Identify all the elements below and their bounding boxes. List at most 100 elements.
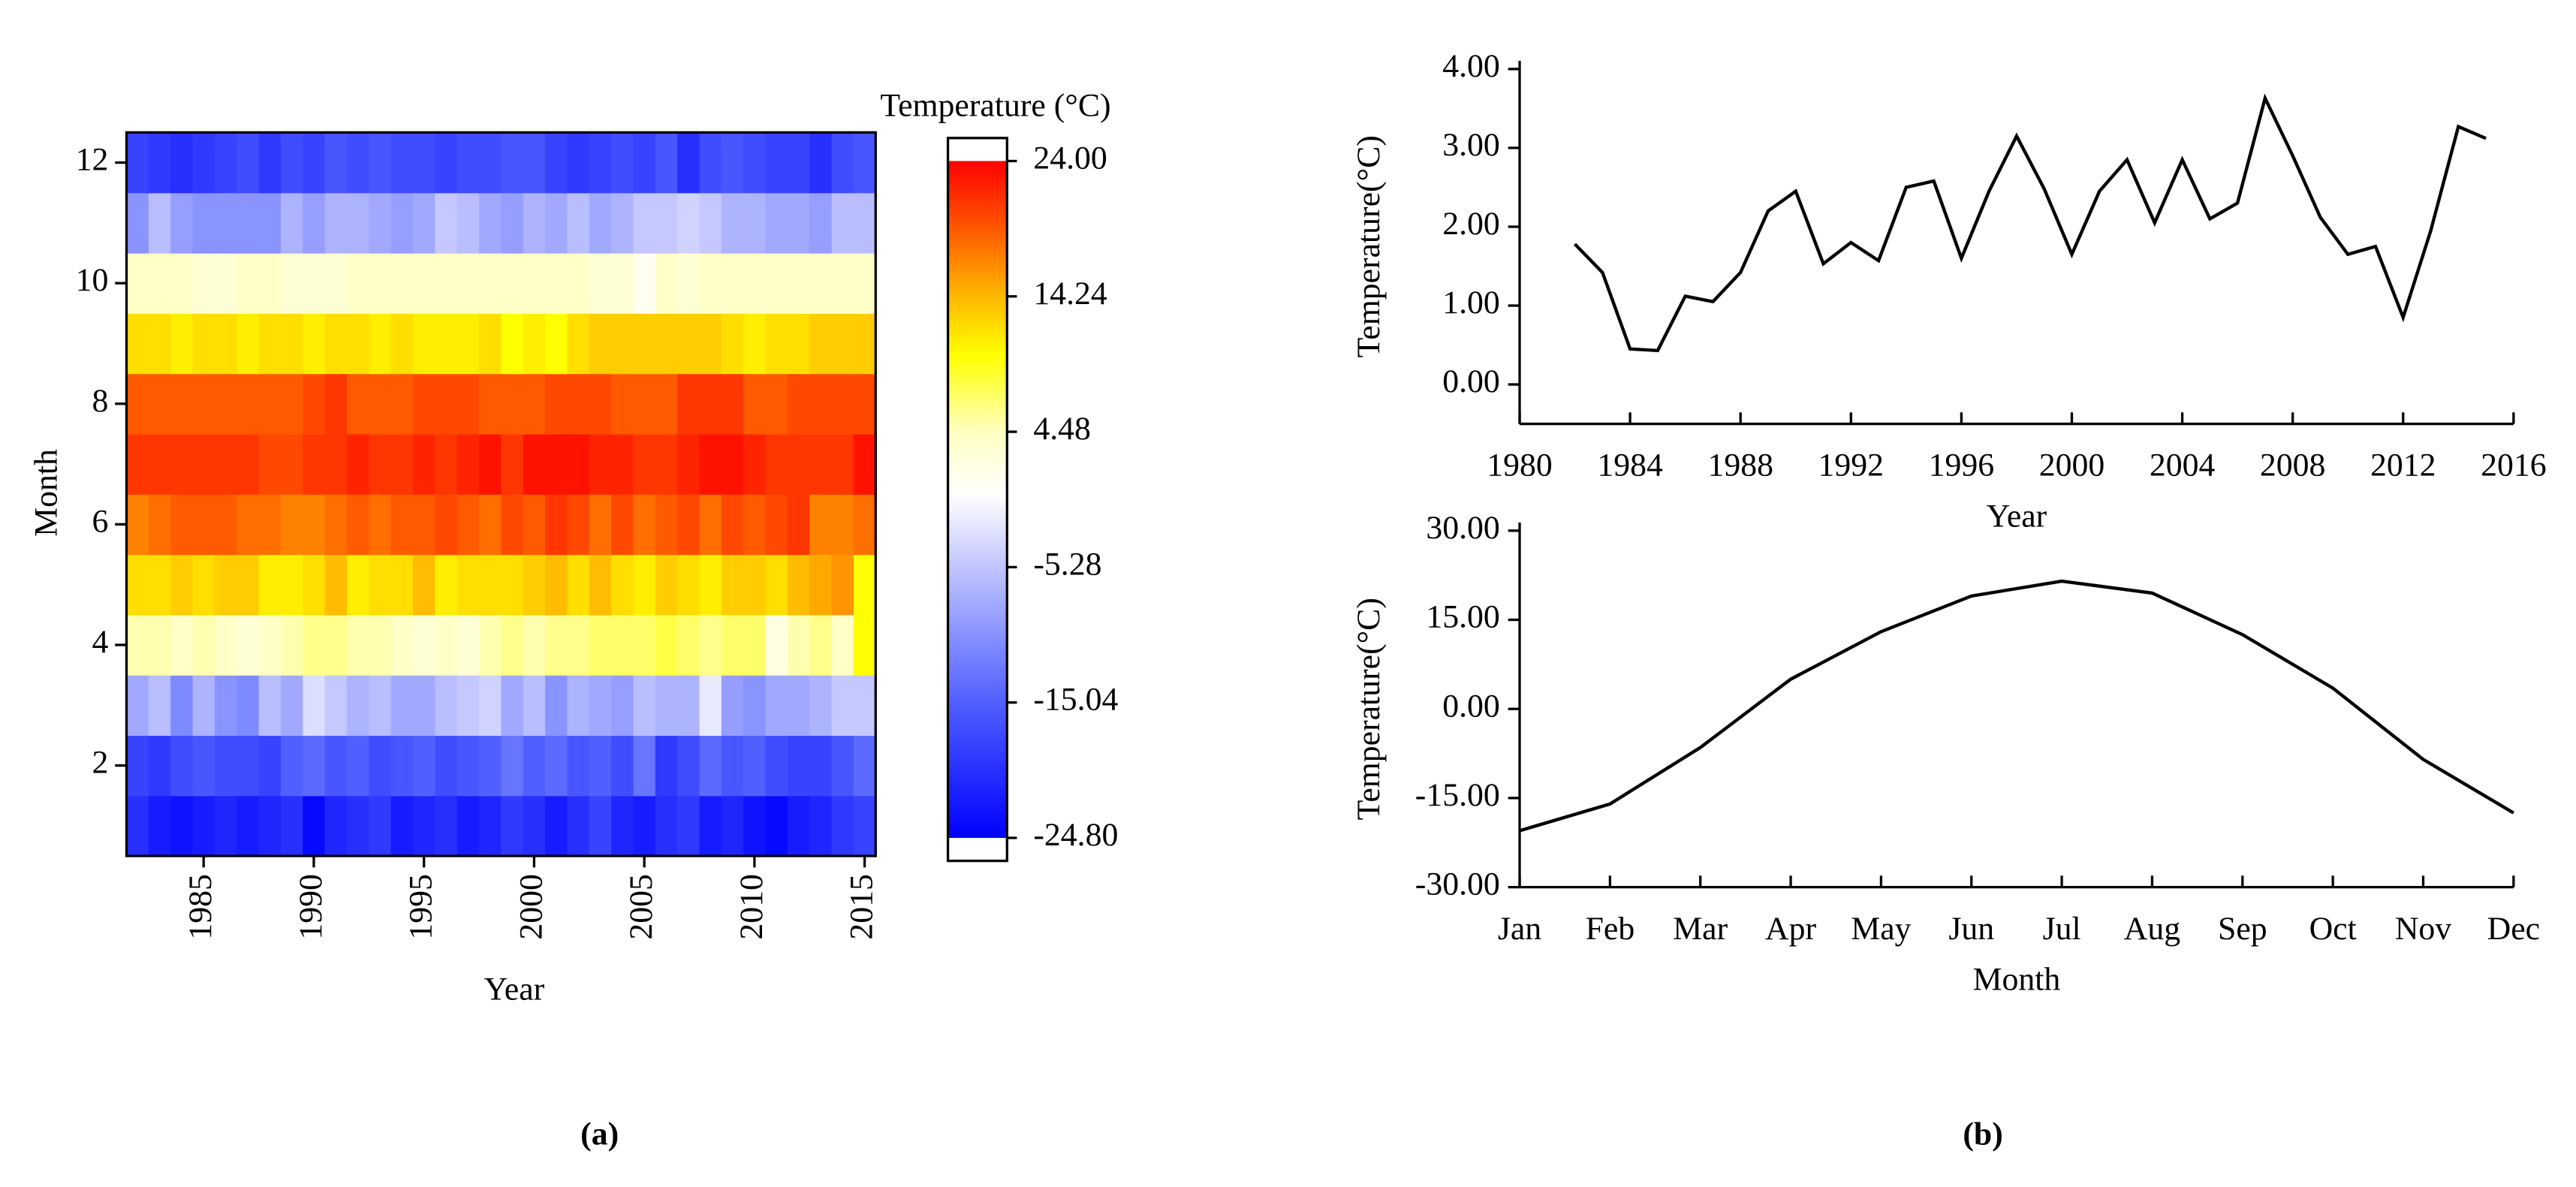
x-tick-label: 2016 xyxy=(2481,447,2546,484)
heat-cell xyxy=(346,132,369,194)
heat-cell xyxy=(324,675,348,737)
heat-cell xyxy=(214,494,237,556)
heat-cell xyxy=(412,192,435,254)
heat-cell xyxy=(589,373,612,435)
heat-cell xyxy=(677,192,700,254)
heat-cell xyxy=(853,614,876,676)
heat-cell xyxy=(633,554,656,616)
heat-cell xyxy=(655,313,678,375)
heat-cell xyxy=(655,132,678,194)
heat-cell xyxy=(853,433,876,495)
heat-cell xyxy=(853,373,876,435)
heat-cell xyxy=(435,433,458,495)
heat-cell xyxy=(721,675,744,737)
line-series xyxy=(1519,579,2514,833)
heat-cell xyxy=(567,192,590,254)
heat-cell xyxy=(809,614,833,676)
heat-cell xyxy=(677,795,700,857)
heat-cell xyxy=(170,554,194,616)
heat-cell xyxy=(677,433,700,495)
heat-cell xyxy=(809,735,833,797)
heat-cell xyxy=(280,795,303,857)
heat-cell xyxy=(303,253,326,314)
heat-cell xyxy=(479,433,502,495)
heat-cell xyxy=(214,795,237,857)
heat-cell xyxy=(303,192,326,254)
heat-cell xyxy=(303,132,326,194)
heat-cell xyxy=(831,373,854,435)
heat-cell xyxy=(258,614,282,676)
heat-cell xyxy=(655,494,678,556)
heat-cell xyxy=(699,192,722,254)
heat-cell xyxy=(677,313,700,375)
heat-cell xyxy=(479,795,502,857)
heat-cell xyxy=(369,494,392,556)
heat-cell xyxy=(324,554,348,616)
x-tick-label: 1990 xyxy=(293,874,329,940)
y-tick-label: 8 xyxy=(92,383,109,419)
x-tick-label: 2000 xyxy=(2039,447,2104,484)
heat-cell xyxy=(699,433,722,495)
heat-cell xyxy=(126,675,149,737)
heat-cell xyxy=(677,253,700,314)
heat-cell xyxy=(633,132,656,194)
heat-cell xyxy=(369,192,392,254)
heat-cell xyxy=(456,614,480,676)
heat-cell xyxy=(303,433,326,495)
heat-cell xyxy=(126,614,149,676)
heat-cell xyxy=(721,373,744,435)
x-tick-label: 1985 xyxy=(182,874,218,940)
heat-cell xyxy=(743,192,767,254)
heat-cell xyxy=(324,433,348,495)
heat-cell xyxy=(369,675,392,737)
x-tick-label: 2015 xyxy=(844,874,880,940)
colorbar-tick-label: -15.04 xyxy=(1033,682,1118,718)
y-tick-label: -15.00 xyxy=(1415,777,1500,813)
x-tick-label: Feb xyxy=(1586,911,1635,947)
heat-cell xyxy=(853,675,876,737)
heat-cell xyxy=(545,192,568,254)
heat-cell xyxy=(633,614,656,676)
x-tick-label: Sep xyxy=(2218,911,2267,947)
y-tick-label: 15.00 xyxy=(1426,599,1499,635)
heat-cell xyxy=(237,373,260,435)
heat-cell xyxy=(435,494,458,556)
heat-cell xyxy=(237,494,260,556)
heat-cell xyxy=(390,373,414,435)
heat-cell xyxy=(699,795,722,857)
heat-cell xyxy=(324,494,348,556)
heat-cell xyxy=(523,554,546,616)
heat-cell xyxy=(346,373,369,435)
heat-cell xyxy=(280,494,303,556)
heat-cell xyxy=(237,614,260,676)
heat-cell xyxy=(699,614,722,676)
heat-cell xyxy=(369,253,392,314)
heat-cell xyxy=(853,554,876,616)
heat-cell xyxy=(280,433,303,495)
heat-cell xyxy=(611,433,634,495)
heat-cell xyxy=(456,735,480,797)
heat-cell xyxy=(721,795,744,857)
heat-cell xyxy=(412,494,435,556)
heat-cell xyxy=(148,795,171,857)
heat-cell xyxy=(456,675,480,737)
heat-cell xyxy=(214,373,237,435)
heat-cell xyxy=(853,795,876,857)
x-tick-label: 1996 xyxy=(1929,447,1995,484)
heat-cell xyxy=(523,313,546,375)
heat-cell xyxy=(148,494,171,556)
heat-cell xyxy=(831,554,854,616)
heat-cell xyxy=(148,433,171,495)
heat-cell xyxy=(192,253,215,314)
heat-cell xyxy=(721,735,744,797)
heat-cell xyxy=(655,675,678,737)
heat-cell xyxy=(346,554,369,616)
heat-cell xyxy=(435,253,458,314)
x-tick-label: Dec xyxy=(2487,911,2540,947)
heat-cell xyxy=(655,433,678,495)
heat-cell xyxy=(787,253,810,314)
heat-cell xyxy=(545,494,568,556)
heat-cell xyxy=(303,494,326,556)
heat-cell xyxy=(677,675,700,737)
